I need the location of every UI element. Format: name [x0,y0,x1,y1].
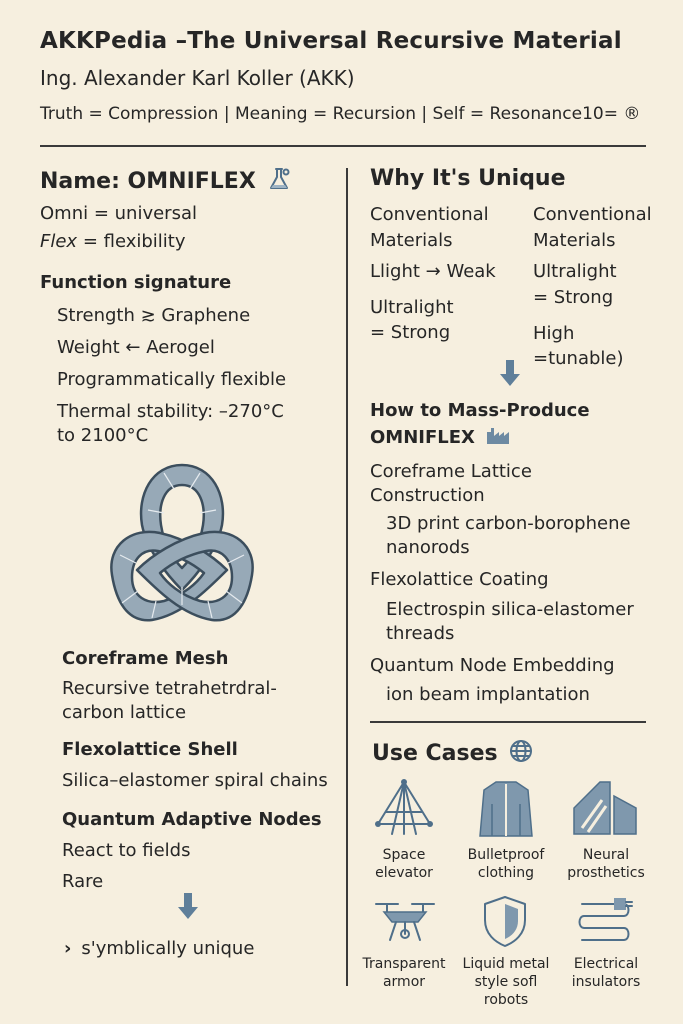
drone-icon [375,903,435,941]
quantum-heading: Quantum Adaptive Nodes [62,809,322,830]
compare-col-b-line: = Strong [533,287,614,308]
use-case-label: Bulletproof clothing [467,847,545,881]
header-divider [40,145,646,147]
shield-icon [484,896,526,947]
step-title: Construction [370,485,485,506]
compare-col-a-line: Llight → Weak [370,261,496,282]
function-heading: Function signature [40,272,232,293]
mass-produce-heading-2: OMNIFLEX [370,426,511,448]
space-elevator-icon [375,779,433,835]
down-arrow-icon [178,893,198,919]
use-case-label: Space elevator [375,847,433,881]
omni-definition: Omni = universal [40,203,197,224]
flex-rest: = flexibility [77,231,186,252]
compare-col-b-line: Conventional [533,204,652,225]
use-case-label: Electrical insulators [571,956,641,990]
step-title: Quantum Node Embedding [370,655,615,676]
right-divider [370,721,646,723]
bullet-chevron-icon: › [64,938,72,959]
use-case-label: Neural prosthetics [567,847,645,881]
globe-icon [510,740,533,762]
flex-definition: Flex = flexibility [40,229,186,254]
flex-word: Flex [40,231,78,252]
function-item: Programmatically flexible [57,369,287,390]
compare-col-a-line: Materials [370,230,453,251]
motto-line: Truth = Compression | Meaning = Recursio… [40,104,641,124]
quantum-line: Rare [62,871,104,892]
quantum-line: React to fields [62,840,191,861]
coreframe-line: carbon lattice [62,702,187,723]
mass-produce-heading-text: OMNIFLEX [370,427,475,448]
column-divider [346,168,348,986]
step-detail: ion beam implantation [386,684,590,705]
compare-col-b-line: =tunable) [533,348,624,369]
compare-col-b-line: Ultralight [533,261,617,282]
coreframe-heading: Coreframe Mesh [62,648,229,669]
compare-col-a-line: Conventional [370,204,489,225]
flexolattice-text: Silica–elastomer spiral chains [62,770,328,791]
compare-col-a-line: = Strong [370,322,451,343]
neural-prosthetics-icon [573,781,637,835]
step-detail: 3D print carbon-borophene [386,513,631,534]
function-item: Strength ≳ Graphene [57,305,251,326]
use-cases-heading-text: Use Cases [372,741,498,766]
mass-produce-heading: How to Mass-Produce [370,400,590,421]
function-item: to 2100°C [57,425,149,446]
step-title: Coreframe Lattice [370,461,532,482]
factory-icon [487,428,510,444]
electrical-insulator-icon [578,898,633,941]
function-item: Weight ← Aerogel [57,337,215,358]
step-detail: threads [386,623,455,644]
name-heading: Name: OMNIFLEX [40,166,293,194]
page-title: AKKPedia –The Universal Recursive Materi… [40,28,622,54]
name-heading-text: Name: OMNIFLEX [40,169,256,194]
use-case-label: Transparent armor [362,956,446,990]
use-case-label: Liquid metal style sofl robots [462,956,550,1008]
function-item: Thermal stability: –270°C [57,401,284,422]
step-detail: Electrospin silica-elastomer [386,599,634,620]
unique-heading: Why It's Unique [370,166,566,191]
coreframe-line: Recursive tetrahetrdral- [62,678,277,699]
author-line: Ing. Alexander Karl Koller (AKK) [40,66,355,90]
trefoil-knot-icon [110,463,254,622]
compare-col-b-line: Materials [533,230,616,251]
bullet-line: › s'ymblically unique [64,936,254,961]
compare-col-a-line: Ultralight [370,297,454,318]
flask-icon [270,168,290,189]
step-title: Flexolattice Coating [370,569,549,590]
step-detail: nanorods [386,537,470,558]
bulletproof-jacket-icon [479,781,533,837]
use-cases-heading: Use Cases [372,739,533,766]
bullet-text: s'ymblically unique [81,938,255,959]
compare-col-b-line: High [533,323,575,344]
down-arrow-icon [500,360,520,386]
flexolattice-heading: Flexolattice Shell [62,739,238,760]
